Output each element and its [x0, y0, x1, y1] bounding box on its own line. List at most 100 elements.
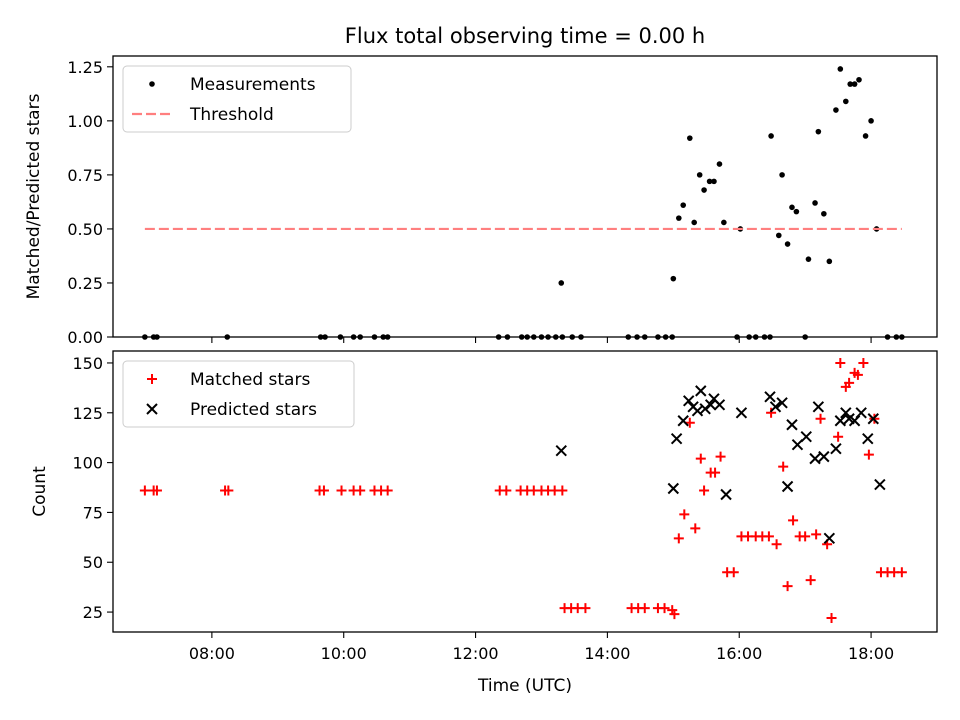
matched-point [805, 575, 816, 586]
matched-point [728, 567, 739, 578]
matched-point [852, 369, 863, 380]
y-axis-label: Matched/Predicted stars [24, 93, 44, 299]
matched-point [826, 613, 837, 624]
predicted-point [713, 399, 726, 411]
matched-point [715, 451, 726, 462]
y-tick-label: 0.75 [67, 166, 103, 185]
matched-point [557, 485, 568, 496]
predicted-point [834, 415, 847, 427]
y-tick-label: 25 [83, 603, 103, 622]
legend-measurement-swatch [149, 81, 155, 87]
measurement-point [691, 219, 697, 226]
matched-point [766, 407, 777, 418]
predicted-point [840, 407, 852, 419]
matched-point [679, 509, 690, 520]
measurement-point [843, 98, 849, 105]
matched-point [639, 603, 650, 614]
matched-point [355, 485, 366, 496]
predicted-point [823, 532, 836, 545]
matched-point [800, 531, 811, 542]
predicted-point [830, 442, 842, 455]
y-tick-label: 125 [72, 404, 103, 423]
matched-point [811, 529, 822, 540]
top-panel: 0.00 0.25 0.50 0.75 1.00 1.25 Matched/Predicte… [24, 55, 938, 347]
matched-point [223, 485, 234, 496]
x-tick-label: 10:00 [321, 644, 367, 663]
legend-label: Measurements [190, 75, 316, 95]
predicted-point [682, 395, 695, 407]
measurement-point [696, 172, 703, 178]
matched-point [771, 539, 782, 550]
x-tick-label: 14:00 [584, 644, 630, 663]
legend: Measurements Threshold [122, 65, 352, 133]
measurement-point [680, 202, 687, 208]
predicted-point [781, 480, 794, 493]
predicted-point [862, 432, 874, 445]
measurement-point [779, 172, 785, 178]
y-tick-label: 100 [72, 454, 103, 473]
predicted-point [791, 438, 804, 451]
predicted-point [867, 413, 879, 425]
legend-label: Threshold [189, 105, 274, 125]
measurement-point [687, 135, 693, 141]
matched-point [699, 485, 710, 496]
measurement-point [793, 208, 800, 215]
matched-point [151, 485, 162, 496]
matched-point [673, 533, 684, 544]
measurement-point [768, 133, 774, 139]
predicted-point [800, 430, 812, 443]
y-tick-label: 0.00 [67, 328, 103, 347]
measurement-point [851, 81, 858, 87]
plot-frame [112, 55, 938, 338]
y-tick-label: 1.25 [67, 58, 103, 77]
matched-point [580, 603, 591, 614]
legend-label: Predicted stars [190, 400, 317, 420]
y-tick-label: 0.25 [67, 274, 103, 293]
y-axis-label: Count [30, 466, 50, 517]
predicted-point [670, 432, 683, 445]
x-tick-label: 08:00 [189, 644, 235, 663]
legend-matched-swatch [147, 374, 157, 384]
matched-point [382, 485, 393, 496]
measurement-point [716, 161, 723, 167]
measurement-point [868, 118, 874, 124]
measurement-point [701, 187, 707, 193]
predicted-point [874, 478, 886, 491]
measurement-point [805, 256, 812, 262]
predicted-point [818, 450, 830, 463]
measurement-point [670, 275, 677, 282]
matched-point [669, 609, 680, 620]
y-tick-label: 150 [72, 354, 103, 373]
measurement-point [711, 178, 717, 185]
matched-point [896, 567, 907, 578]
matched-point [763, 531, 774, 542]
measurement-point [826, 258, 833, 265]
predicted-point [555, 444, 567, 457]
bottom-panel: 25 50 75 100 125 150 08:00 10:00 12:00 14:00 16:00… [30, 350, 938, 663]
measurement-point [821, 210, 827, 217]
matched-point [858, 357, 869, 368]
legend-label: Matched stars [190, 370, 310, 390]
predicted-point [786, 419, 798, 431]
matched-point [336, 485, 347, 496]
legend: Matched stars Predicted stars [122, 360, 355, 428]
predicted-point [695, 385, 707, 397]
x-tick-label: 16:00 [716, 644, 762, 663]
x-tick-label: 12:00 [453, 644, 499, 663]
measurement-point [856, 76, 862, 83]
predicted-point [769, 401, 782, 413]
measurement-point [721, 219, 727, 226]
matched-point [782, 581, 793, 592]
predicted-point [776, 397, 788, 409]
matched-point [659, 603, 670, 614]
predicted-point [677, 415, 689, 427]
matched-point [863, 449, 874, 460]
predicted-point [720, 488, 732, 501]
matched-point [844, 377, 855, 388]
legend-predicted-swatch [146, 403, 158, 415]
measurement-point [775, 232, 782, 239]
matched-point [318, 485, 329, 496]
measurement-point [847, 81, 854, 87]
measurement-point [812, 200, 818, 206]
